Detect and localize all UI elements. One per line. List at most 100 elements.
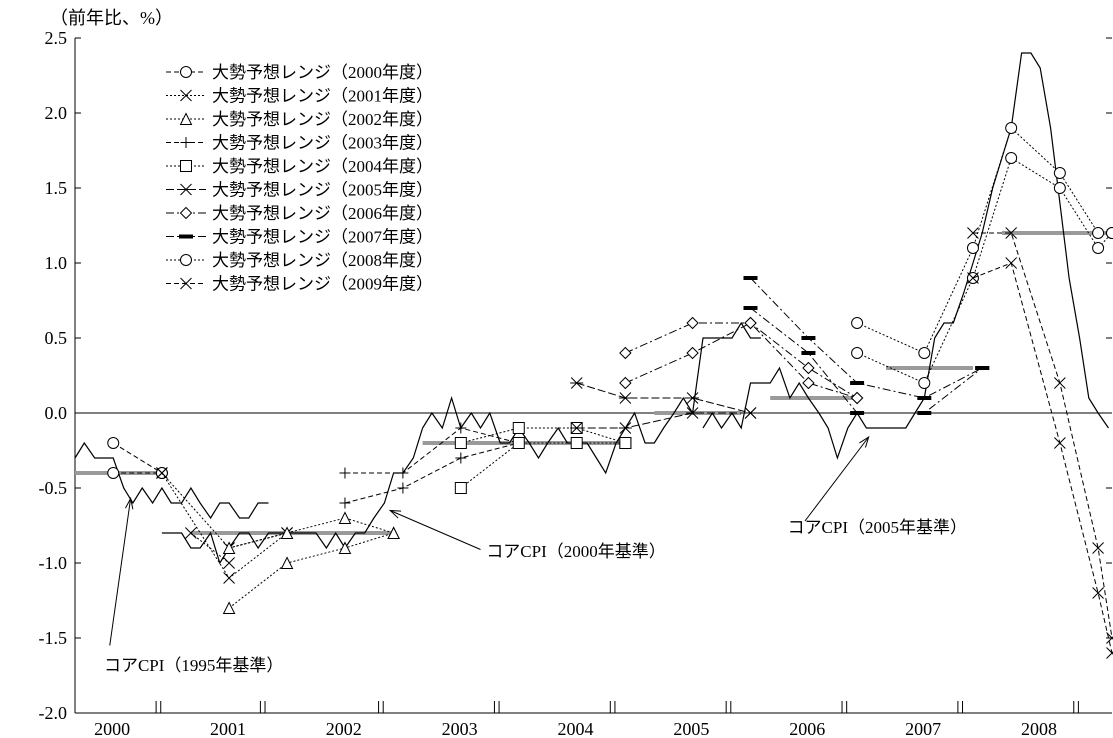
- forecast-point: [1005, 122, 1018, 134]
- forecast-point: [397, 467, 409, 479]
- forecast-point: [918, 377, 931, 389]
- forecast-point: [802, 361, 815, 375]
- forecast-point: [975, 366, 990, 370]
- forecast-point: [1092, 227, 1105, 239]
- forecast-point: [850, 391, 864, 405]
- legend-label: 大勢予想レンジ（2005年度）: [212, 181, 433, 200]
- forecast-point: [686, 346, 699, 360]
- forecast-point: [222, 541, 236, 554]
- x-tick-label: 2003: [442, 719, 478, 738]
- forecast-point: [801, 351, 816, 355]
- legend-marker: [180, 137, 192, 148]
- forecast-point: [850, 381, 865, 385]
- forecast-point: [185, 527, 197, 539]
- legend-marker: [179, 234, 193, 239]
- forecast-line: [576, 412, 751, 429]
- annotation-arrowhead: [388, 509, 402, 519]
- forecast-point: [338, 511, 352, 524]
- annotation-arrow: [389, 510, 481, 550]
- forecast-line: [576, 382, 751, 414]
- forecast-point: [917, 411, 932, 415]
- annotation-label: コアCPI（2005年基準）: [788, 518, 967, 537]
- forecast-point: [686, 407, 700, 419]
- forecast-point: [1092, 542, 1104, 554]
- legend-label: 大勢予想レンジ（2004年度）: [212, 157, 433, 176]
- legend-marker: [180, 66, 192, 78]
- forecast-line: [750, 277, 983, 399]
- forecast-point: [512, 437, 525, 449]
- forecast-line: [856, 157, 1113, 384]
- forecast-point: [743, 306, 758, 310]
- annotation-arrowhead: [859, 435, 870, 448]
- forecast-point: [156, 467, 168, 479]
- forecast-point: [1005, 257, 1018, 269]
- forecast-point: [966, 242, 979, 254]
- forecast-point: [1053, 167, 1066, 179]
- x-tick-label: 2000: [94, 719, 130, 738]
- forecast-line: [161, 472, 288, 549]
- forecast-point: [280, 556, 294, 569]
- legend: 大勢予想レンジ（2000年度） 大勢予想レンジ（2001年度） 大勢予想レンジ（20…: [166, 63, 433, 294]
- forecast-line: [973, 232, 1113, 639]
- annotation-label: コアCPI（1995年基準）: [104, 656, 283, 675]
- forecast-line: [161, 472, 288, 579]
- y-tick-label: -0.5: [39, 478, 68, 498]
- core-cpi-line: [702, 52, 1109, 460]
- y-tick-label: -1.0: [39, 553, 68, 573]
- forecast-point: [619, 376, 632, 390]
- x-tick-label: 2002: [326, 719, 362, 738]
- forecast-point: [743, 407, 757, 419]
- forecast-point: [1005, 152, 1018, 164]
- forecast-line: [190, 532, 230, 564]
- forecast-point: [454, 437, 467, 449]
- y-tick-label: -1.5: [39, 628, 68, 648]
- forecast-point: [454, 482, 467, 494]
- ticks: 2.5 2.0 1.5 1.0 0.5 0.0 -0.5 -1.0 -1.5 -2.0 2000 20…: [39, 28, 1112, 738]
- forecast-point: [107, 467, 120, 479]
- legend-marker: [179, 206, 193, 220]
- y-tick-label: 1.0: [45, 253, 68, 273]
- forecast-point: [570, 437, 583, 449]
- forecast-point: [743, 276, 758, 280]
- forecast-point: [618, 422, 632, 434]
- y-tick-label: 2.0: [45, 103, 68, 123]
- forecast-point: [851, 317, 864, 329]
- forecast-point: [339, 497, 351, 509]
- forecast-line: [460, 427, 626, 444]
- forecast-point: [1106, 632, 1113, 644]
- x-tick-label: 2001: [210, 719, 246, 738]
- forecast-point: [686, 316, 699, 330]
- annotation-arrowhead: [124, 497, 134, 510]
- legend-label: 大勢予想レンジ（2008年度）: [212, 251, 433, 270]
- forecast-point: [619, 437, 632, 449]
- forecast-point: [1106, 647, 1113, 659]
- y-tick-label: 1.5: [45, 178, 68, 198]
- annotation-arrow: [804, 436, 870, 522]
- forecast-point: [280, 526, 294, 539]
- legend-marker: [179, 112, 193, 125]
- forecast-point: [1053, 182, 1066, 194]
- forecast-point: [570, 422, 584, 434]
- forecast-point: [1106, 227, 1113, 239]
- forecast-point: [744, 316, 757, 330]
- forecast-point: [1092, 242, 1105, 254]
- forecast-point: [397, 482, 409, 494]
- legend-label: 大勢予想レンジ（2006年度）: [212, 204, 433, 223]
- legend-marker: [179, 183, 193, 196]
- forecast-point: [223, 557, 235, 569]
- forecast-line: [460, 442, 626, 489]
- forecast-point: [850, 411, 865, 415]
- forecast-point: [918, 347, 931, 359]
- y-tick-label: 2.5: [45, 28, 68, 48]
- forecast-line: [972, 262, 1113, 654]
- axes: [74, 38, 1112, 714]
- forecast-line: [228, 517, 394, 549]
- core-cpi-line: [74, 441, 269, 520]
- y-tick-label: 0.0: [45, 403, 68, 423]
- forecast-point: [618, 392, 632, 404]
- forecast-point: [223, 572, 235, 584]
- forecast-point: [801, 336, 816, 340]
- x-tick-label: 2006: [789, 719, 825, 738]
- legend-label: 大勢予想レンジ（2009年度）: [212, 275, 433, 294]
